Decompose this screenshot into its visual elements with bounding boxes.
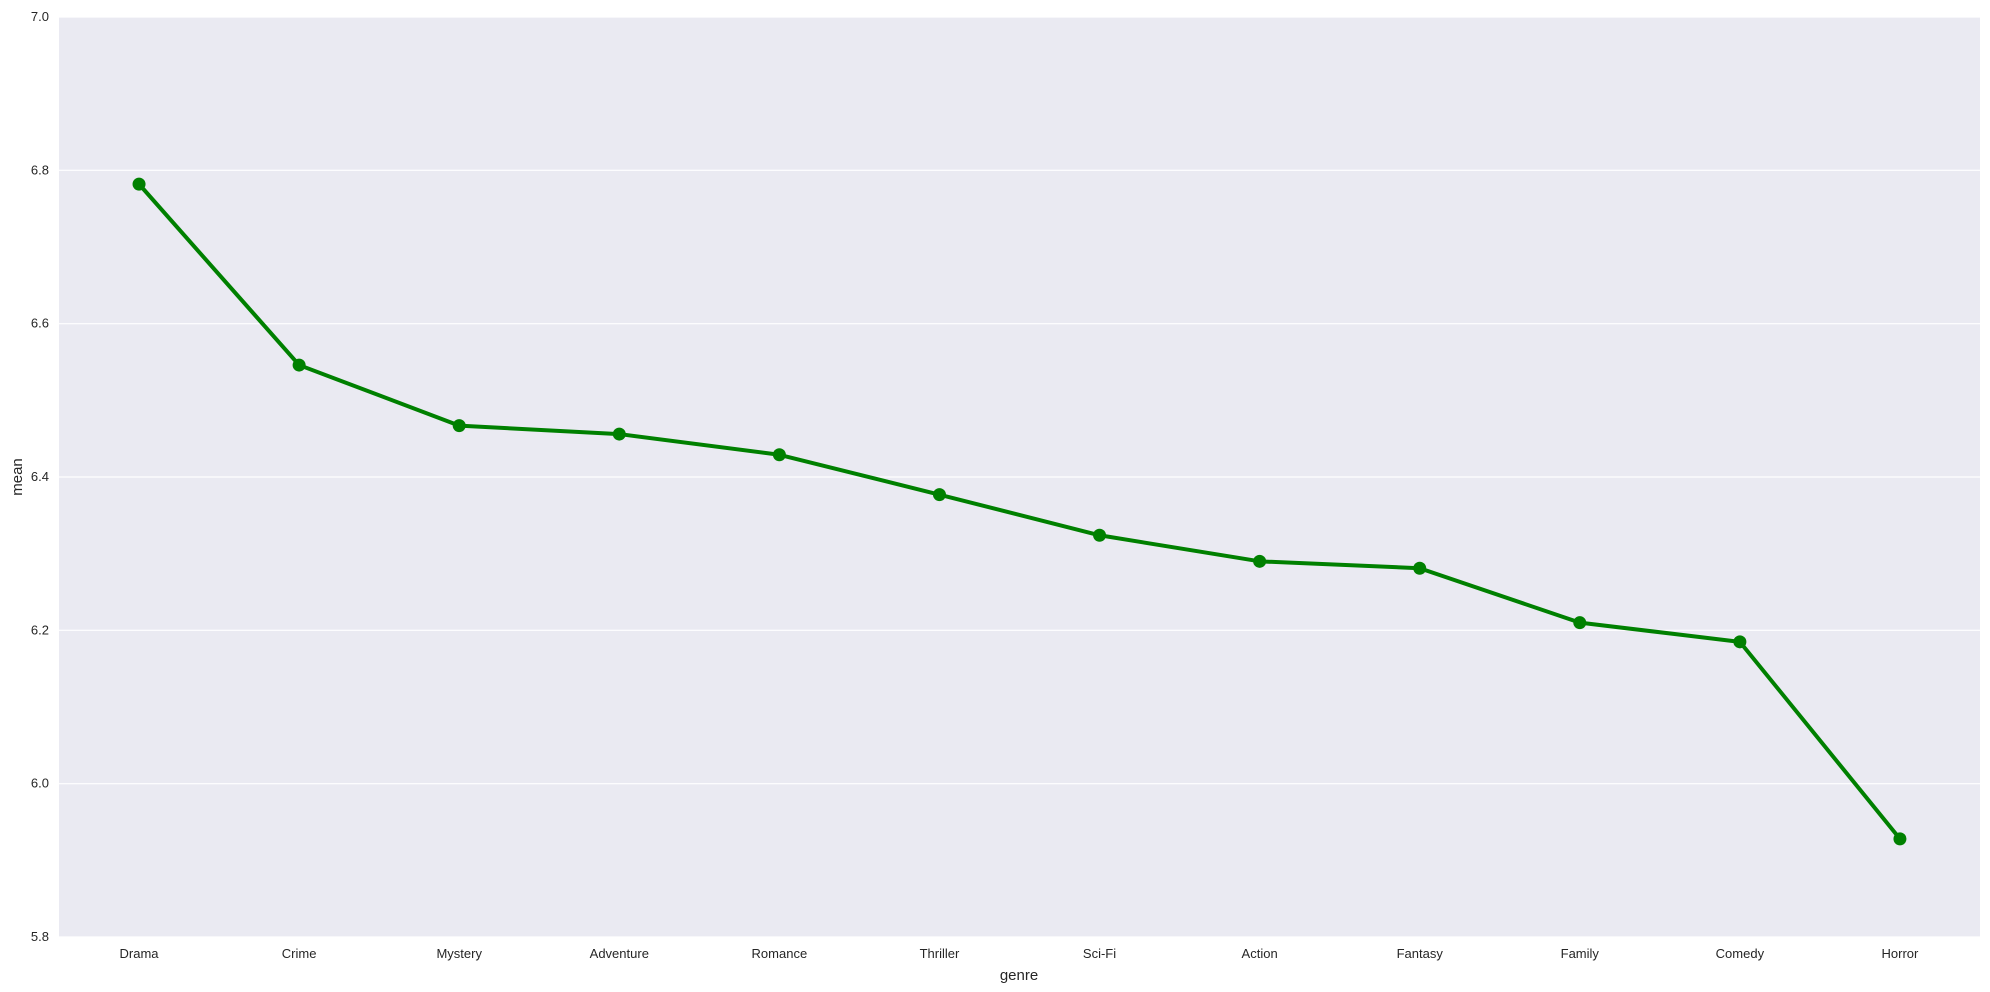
data-point [132, 177, 146, 191]
y-tick-label: 6.8 [31, 162, 49, 177]
data-point [1733, 635, 1747, 649]
series-line [137, 182, 1902, 841]
x-tick-label: Horror [1882, 946, 1920, 961]
x-tick-label: Family [1561, 946, 1600, 961]
x-tick-label: Drama [120, 946, 160, 961]
x-tick-label: Thriller [920, 946, 960, 961]
y-tick-label: 5.8 [31, 929, 49, 944]
data-point [1573, 616, 1587, 630]
data-point [1093, 528, 1107, 542]
x-tick-label: Sci-Fi [1083, 946, 1116, 961]
y-tick-label: 7.0 [31, 9, 49, 24]
y-axis-ticks: 5.8 6.0 6.2 6.4 6.6 6.8 7.0 [31, 9, 49, 944]
y-tick-label: 6.6 [31, 316, 49, 331]
x-tick-label: Comedy [1716, 946, 1765, 961]
data-point [612, 427, 626, 441]
x-tick-label: Mystery [436, 946, 482, 961]
x-tick-label: Adventure [590, 946, 649, 961]
x-axis-label: genre [1000, 967, 1038, 984]
data-point [452, 419, 466, 433]
data-point [1413, 561, 1427, 575]
gridlines [59, 16, 1980, 938]
data-points [132, 177, 1907, 846]
y-tick-label: 6.4 [31, 469, 49, 484]
data-point [932, 488, 946, 502]
x-tick-label: Romance [752, 946, 808, 961]
data-point [772, 448, 786, 462]
data-point [292, 358, 306, 372]
data-point [1253, 554, 1267, 568]
x-tick-label: Fantasy [1397, 946, 1444, 961]
y-tick-label: 6.0 [31, 776, 49, 791]
x-axis-ticks: Drama Crime Mystery Adventure Romance Thrille… [120, 946, 1920, 961]
y-tick-label: 6.2 [31, 622, 49, 637]
x-tick-label: Action [1242, 946, 1278, 961]
y-axis-label: mean [9, 458, 26, 496]
data-point [1893, 832, 1907, 846]
x-tick-label: Crime [282, 946, 317, 961]
